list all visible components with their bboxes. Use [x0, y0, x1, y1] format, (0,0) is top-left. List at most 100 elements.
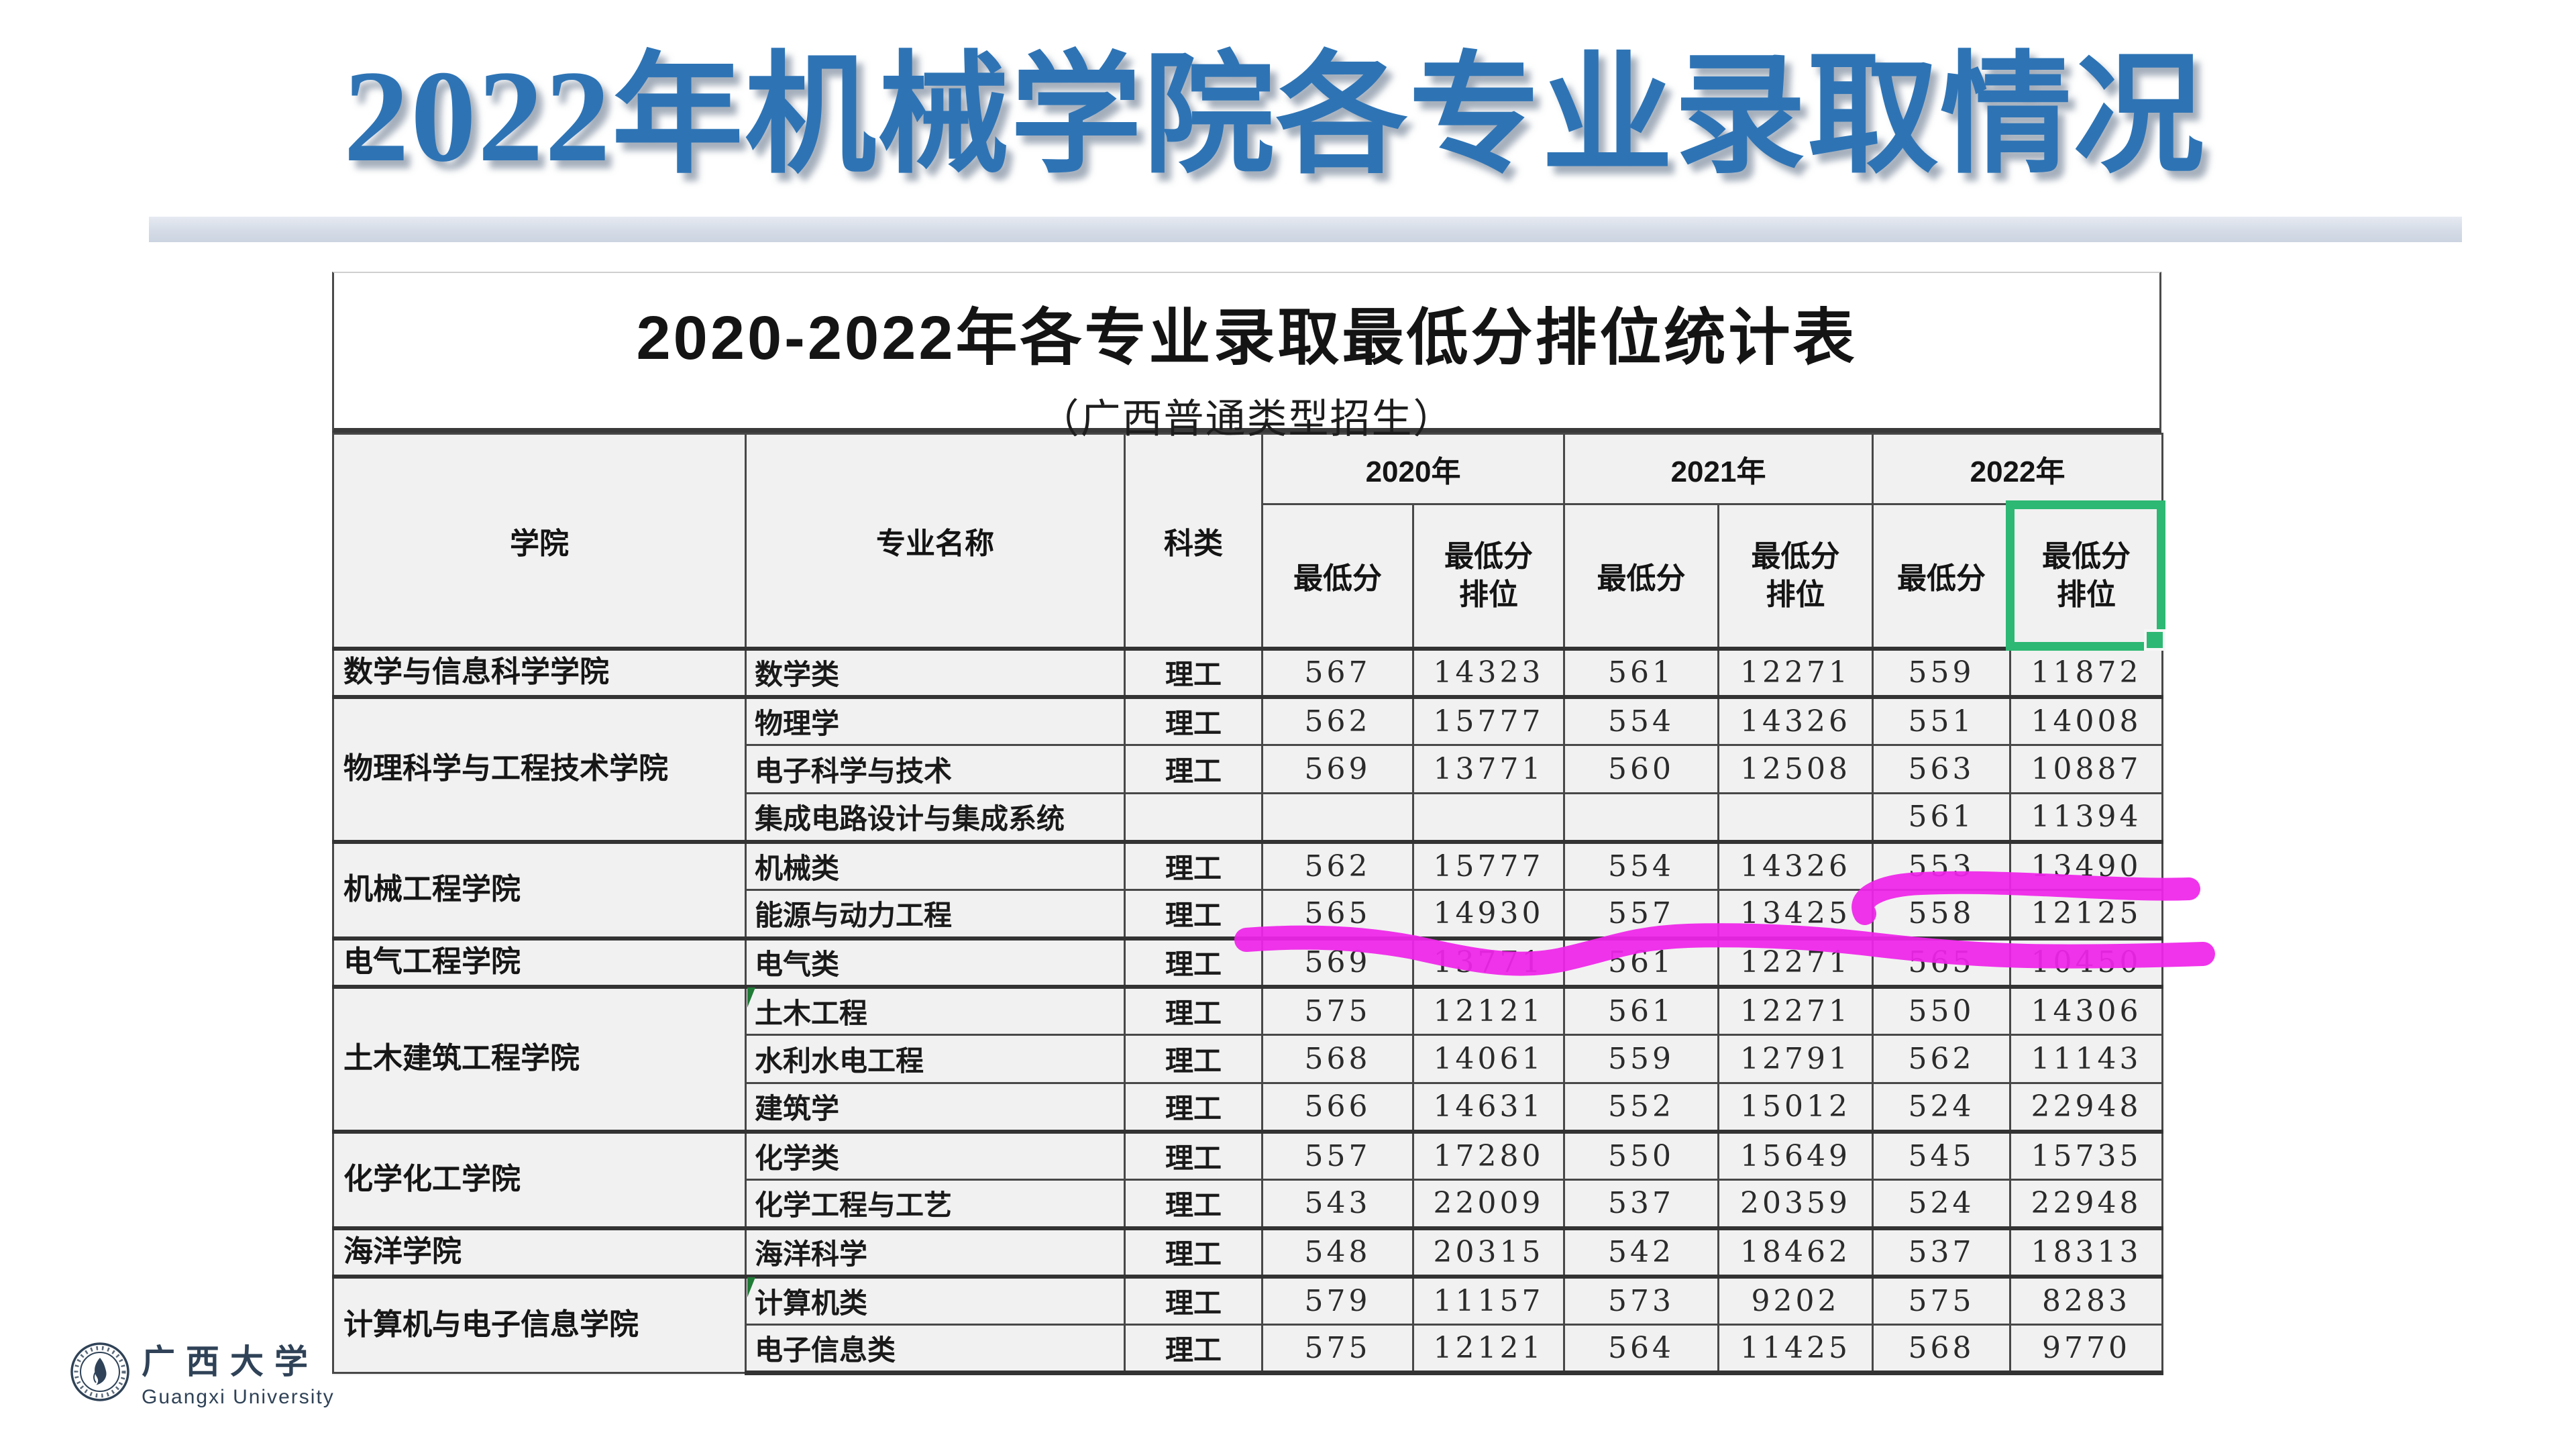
cell-rank: 11425	[1717, 1324, 1874, 1375]
cell-score: 563	[1872, 744, 2012, 794]
cell-score: 524	[1872, 1179, 2012, 1229]
cell-major: 计算机类	[745, 1274, 1126, 1326]
cell-rank: 17280	[1411, 1129, 1566, 1181]
cell-score	[1261, 792, 1414, 843]
cell-major: 机械类	[745, 839, 1126, 891]
cell-rank	[1411, 792, 1566, 843]
cell-rank: 8283	[2009, 1274, 2164, 1326]
cell-score: 559	[1563, 1034, 1720, 1084]
header-year-2021: 2021年	[1563, 433, 1874, 505]
cell-score: 575	[1261, 984, 1414, 1036]
header-category: 科类	[1124, 433, 1263, 649]
cell-rank: 11394	[2009, 792, 2164, 843]
cell-score: 524	[1872, 1082, 2012, 1132]
cell-error-triangle-icon	[747, 1277, 755, 1297]
cell-score: 560	[1563, 744, 1720, 794]
university-seal-icon	[70, 1342, 129, 1401]
cell-rank: 18462	[1717, 1226, 1874, 1277]
cell-major: 电子科学与技术	[745, 744, 1126, 794]
cell-rank: 14326	[1717, 694, 1874, 746]
cell-rank: 10887	[2009, 744, 2164, 794]
cell-score: 568	[1872, 1324, 2012, 1375]
cell-score: 558	[1872, 889, 2012, 939]
cell-major: 电气类	[745, 936, 1126, 987]
cell-score: 548	[1261, 1226, 1414, 1277]
cell-major: 物理学	[745, 694, 1126, 746]
header-min-rank-2022: 最低分排位	[2009, 503, 2164, 651]
cell-rank: 12121	[1411, 1324, 1566, 1375]
cell-rank: 13425	[1717, 889, 1874, 939]
cell-score: 557	[1261, 1129, 1414, 1181]
title-divider-bar	[149, 217, 2462, 242]
cell-college: 机械工程学院	[332, 839, 747, 939]
cell-rank: 14061	[1411, 1034, 1566, 1084]
cell-college: 海洋学院	[332, 1226, 747, 1277]
cell-college: 计算机与电子信息学院	[332, 1274, 747, 1374]
cell-category: 理工	[1124, 936, 1263, 987]
cell-rank: 12121	[1411, 984, 1566, 1036]
university-name: 广西大学 Guangxi University	[142, 1335, 335, 1409]
cell-college: 物理科学与工程技术学院	[332, 694, 747, 843]
cell-rank: 11872	[2009, 646, 2164, 698]
cell-score: 552	[1563, 1082, 1720, 1132]
cell-category: 理工	[1124, 1274, 1263, 1326]
cell-rank: 12271	[1717, 984, 1874, 1036]
cell-category: 理工	[1124, 646, 1263, 698]
cell-rank: 22948	[2009, 1179, 2164, 1229]
table-row: 电气工程学院 电气类 理工 569 13771 561 12271 565 10…	[332, 936, 2164, 987]
table-row: 化学工程与工艺 理工 543 22009 537 20359 524 22948	[333, 1179, 2164, 1229]
selection-box	[2006, 500, 2165, 651]
cell-score: 567	[1261, 646, 1414, 698]
cell-rank: 9770	[2009, 1324, 2164, 1375]
university-logo: 广西大学 Guangxi University	[69, 1335, 335, 1409]
table-row: 计算机与电子信息学院 计算机类 理工 579 11157 573 9202 57…	[332, 1274, 2164, 1374]
table-row: 建筑学 理工 566 14631 552 15012 524 22948	[333, 1082, 2164, 1132]
cell-category: 理工	[1124, 839, 1263, 891]
header-min-rank-2020: 最低分排位	[1411, 503, 1566, 651]
cell-major: 电子信息类	[745, 1324, 1126, 1375]
cell-major: 土木工程	[745, 984, 1126, 1036]
cell-score: 559	[1872, 646, 2012, 698]
cell-rank: 12271	[1717, 646, 1874, 698]
university-name-cn: 广西大学	[142, 1343, 319, 1381]
cell-rank: 15777	[1411, 694, 1566, 746]
cell-score: 562	[1872, 1034, 2012, 1084]
cell-score: 569	[1261, 744, 1414, 794]
cell-category: 理工	[1124, 889, 1263, 939]
cell-score: 579	[1261, 1274, 1414, 1326]
cell-score: 568	[1261, 1034, 1414, 1084]
cell-category: 理工	[1124, 1129, 1263, 1181]
cell-major: 集成电路设计与集成系统	[745, 792, 1126, 843]
cell-rank: 14008	[2009, 694, 2164, 746]
header-row-metrics: 最低分 最低分排位 最低分 最低分排位 最低分 最低分排位	[333, 503, 2164, 651]
cell-score: 569	[1261, 936, 1414, 987]
cell-rank: 18313	[2009, 1226, 2164, 1277]
header-row-years: 学院 专业名称 科类 2020年 2021年 2022年	[332, 433, 2164, 649]
cell-major: 海洋科学	[745, 1226, 1126, 1277]
cell-score: 554	[1563, 694, 1720, 746]
cell-score: 551	[1872, 694, 2012, 746]
cell-score: 562	[1261, 694, 1414, 746]
slide-title: 2022年机械学院各专业录取情况	[343, 44, 2206, 189]
cell-major: 能源与动力工程	[745, 889, 1126, 939]
cell-error-triangle-icon	[747, 987, 755, 1008]
cell-category: 理工	[1124, 1226, 1263, 1277]
cell-rank: 14930	[1411, 889, 1566, 939]
cell-rank: 12125	[2009, 889, 2164, 939]
cell-rank: 12508	[1717, 744, 1874, 794]
cell-category: 理工	[1124, 984, 1263, 1036]
cell-score: 561	[1563, 646, 1720, 698]
cell-college: 化学化工学院	[332, 1129, 747, 1229]
cell-score: 566	[1261, 1082, 1414, 1132]
cell-score: 537	[1563, 1179, 1720, 1229]
cell-rank: 20359	[1717, 1179, 1874, 1229]
stats-table-section: 2020-2022年各专业录取最低分排位统计表 （广西普通类型招生） 学院 专业…	[332, 272, 2164, 1375]
cell-rank: 22009	[1411, 1179, 1566, 1229]
cell-score: 575	[1261, 1324, 1414, 1375]
stats-table: 学院 专业名称 科类 2020年 2021年 2022年 最低分 最低分排位 最…	[332, 433, 2164, 1375]
cell-college: 数学与信息科学学院	[332, 646, 747, 698]
cell-score: 550	[1872, 984, 2012, 1036]
table-row: 机械工程学院 机械类 理工 562 15777 554 14326 553 13…	[332, 839, 2164, 939]
table-row: 电子科学与技术 理工 569 13771 560 12508 563 10887	[333, 744, 2164, 794]
cell-category: 理工	[1124, 1179, 1263, 1229]
